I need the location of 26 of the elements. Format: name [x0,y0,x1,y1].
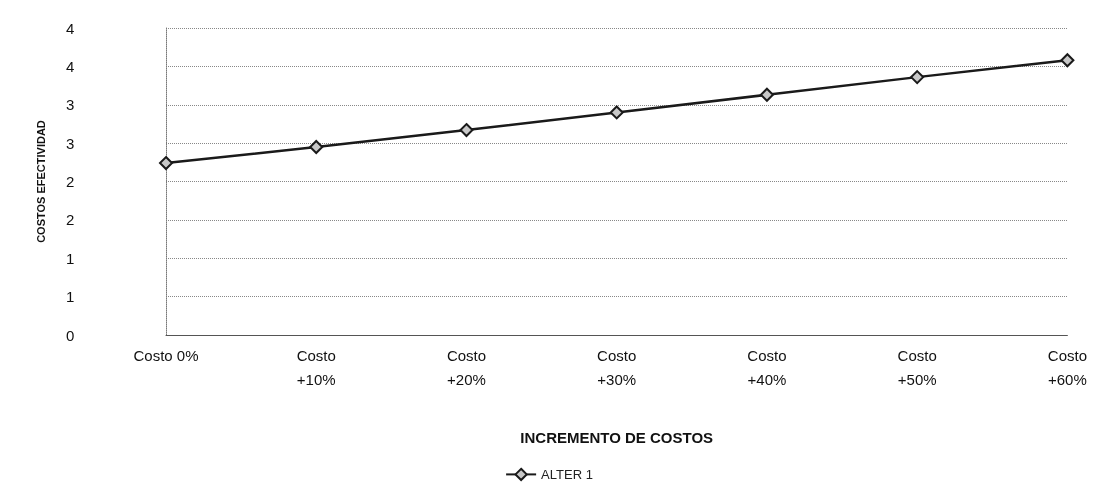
y-axis-title: COSTOS EFECTIVIDAD [34,120,47,243]
legend-label: ALTER 1 [541,466,593,482]
point [309,139,324,154]
point [759,87,774,102]
y-tick-label: 0 [66,326,75,344]
point [609,105,624,120]
point [910,70,925,85]
point [1060,53,1075,68]
x-tick-label: Costo +10% [296,346,336,388]
x-tick-label: Costo +50% [897,346,937,388]
x-tick-label: Costo +40% [747,346,787,388]
y-tick-label: 1 [66,288,75,306]
x-tick-label: Costo +60% [1047,346,1087,388]
point [159,156,173,171]
x-axis-title: INCREMENTO DE COSTOS [520,429,714,446]
x-tick-label: Costo +30% [597,346,637,388]
point [459,123,474,138]
x-tick-label: Costo +20% [446,346,487,388]
x-tick-label: Costo 0% [133,346,199,364]
y-tick-label: 1 [66,249,75,267]
y-tick-label: 4 [66,57,75,75]
y-tick-label: 3 [66,96,75,114]
y-tick-label: 2 [66,211,75,229]
y-tick-label: 2 [66,173,75,190]
y-tick-label: 4 [66,19,75,37]
y-tick-label: 3 [66,134,75,152]
